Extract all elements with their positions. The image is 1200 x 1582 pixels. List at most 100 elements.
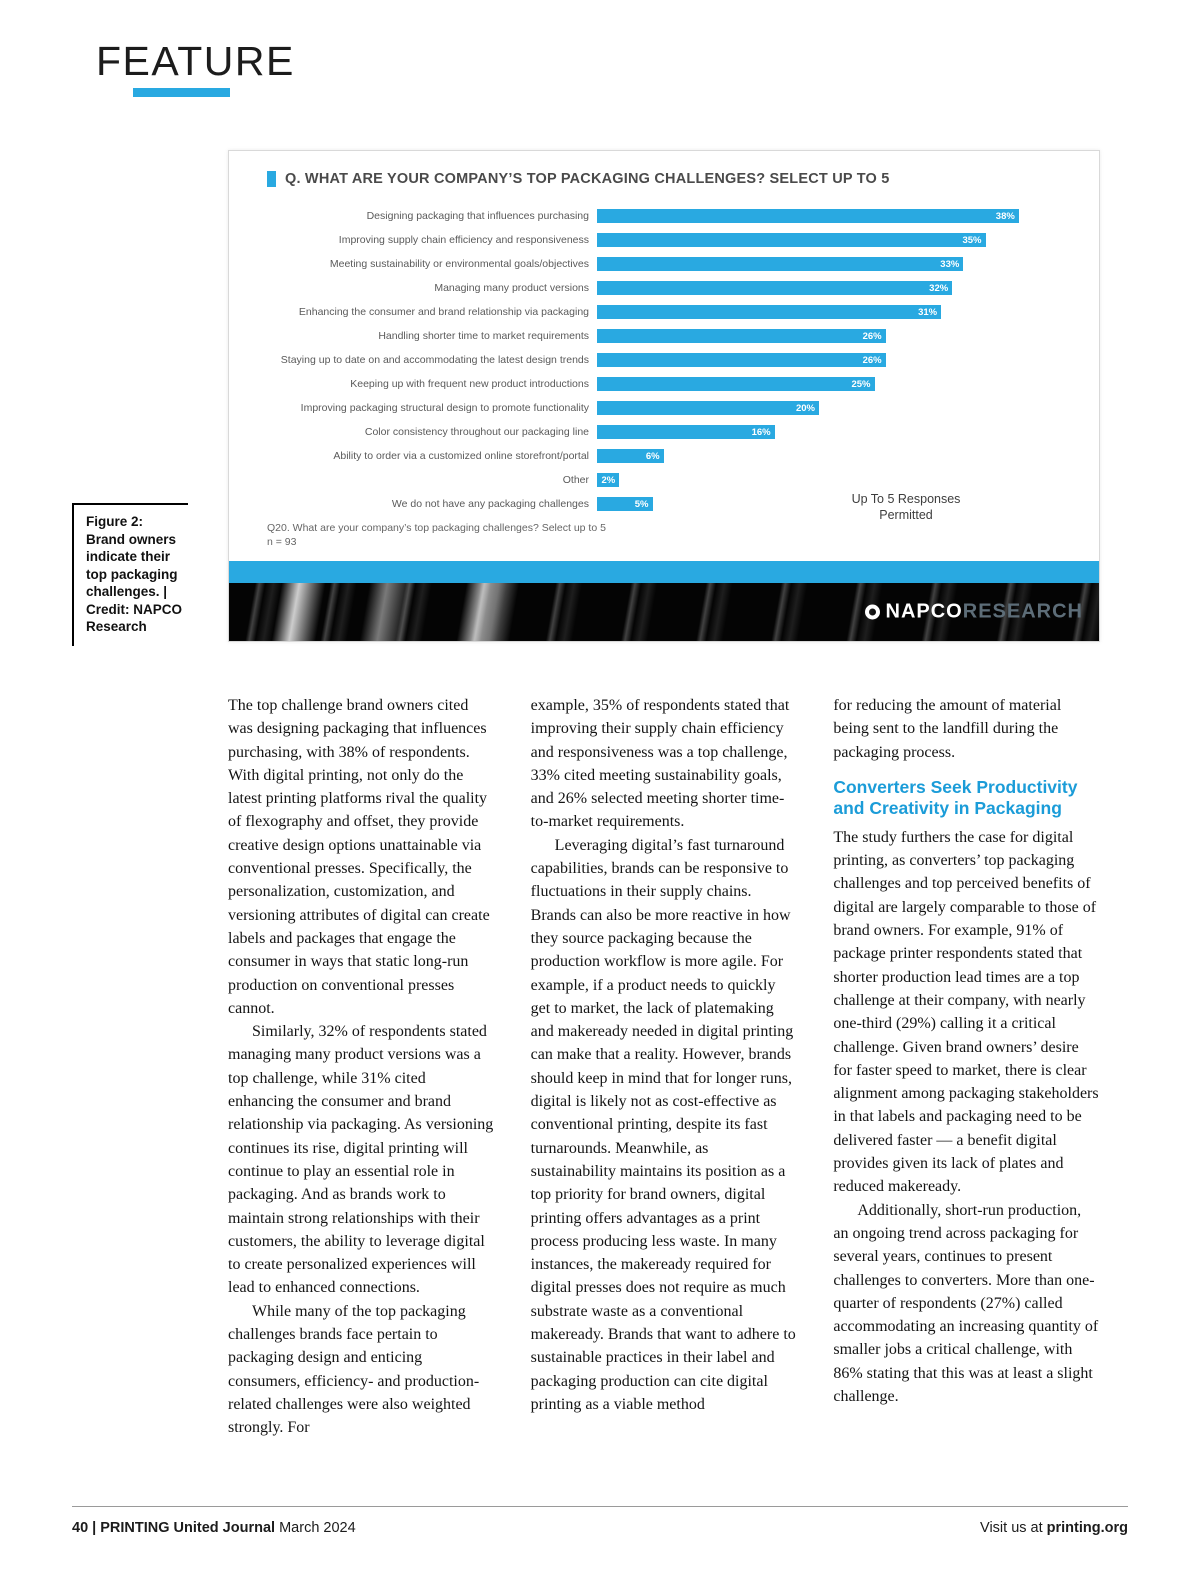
chart-category-label: Staying up to date on and accommodating … [280,354,589,366]
chart-row: Enhancing the consumer and brand relatio… [267,305,1041,319]
article-column-1: The top challenge brand owners cited was… [228,694,495,1440]
page-footer: 40 | PRINTING United Journal March 2024 … [72,1506,1128,1536]
paragraph: Leveraging digital’s fast turnaround cap… [530,836,796,1413]
chart-category-label: Managing many product versions [434,282,589,294]
chart-bar-track: 33% [597,257,1041,271]
chart-category-label: Color consistency throughout our packagi… [364,426,589,438]
chart-row: Staying up to date on and accommodating … [267,353,1041,367]
chart-note: Up To 5 Responses Permitted [851,492,961,522]
chart-bar-track: 31% [597,305,1041,319]
chart-value-label: 38% [995,210,1015,222]
chart-value-label: 20% [795,402,815,414]
article-column-2: example, 35% of respondents stated that … [531,694,798,1440]
chart-bar: 33% [597,257,964,271]
chart-category-label: We do not have any packaging challenges [391,498,589,510]
chart-rows: Designing packaging that influences purc… [267,209,1041,511]
chart-bar: 26% [597,329,886,343]
chart-category-label: Ability to order via a customized online… [333,450,589,462]
chart-bar-track: 26% [597,353,1041,367]
chart-bar: 32% [597,281,953,295]
chart-row: Improving packaging structural design to… [267,401,1041,415]
footer-right: Visit us at printing.org [980,1520,1128,1536]
chart-bar: 31% [597,305,942,319]
chart-row: Meeting sustainability or environmental … [267,257,1041,271]
chart-value-label: 31% [918,306,938,318]
chart-value-label: 16% [751,426,771,438]
chart-value-label: 26% [862,330,882,342]
chart-category-label: Enhancing the consumer and brand relatio… [298,306,589,318]
chart-value-label: 33% [940,258,960,270]
chart-value-label: 26% [862,354,882,366]
napco-research-logo: NAPCO RESEARCH [864,600,1083,624]
chart-bar-track: 2% [597,473,1041,487]
chart-bar: 6% [597,449,664,463]
chart-bar-track: 20% [597,401,1041,415]
chart-value-label: 5% [634,498,649,510]
chart-bar-track: 6% [597,449,1041,463]
chart-title: Q. WHAT ARE YOUR COMPANY’S TOP PACKAGING… [285,171,890,187]
chart-bar: 35% [597,233,986,247]
figure-caption: Figure 2: Brand owners indicate their to… [72,503,188,646]
feature-underline-bar [133,88,230,97]
chart-row: Other 2% [267,473,1041,487]
chart-row: Color consistency throughout our packagi… [267,425,1041,439]
feature-label: FEATURE [96,38,295,84]
chart-bar: 2% [597,473,620,487]
paragraph: Similarly, 32% of respondents stated man… [228,1023,494,1297]
chart-category-label: Keeping up with frequent new product int… [350,378,589,390]
chart-category-label: Improving packaging structural design to… [300,402,589,414]
chart-value-label: 35% [962,234,982,246]
chart-value-label: 2% [601,474,616,486]
blue-strip [229,561,1099,583]
visit-text: Visit us at [980,1520,1047,1536]
title-marker-icon [267,171,276,187]
chart-bar-track: 32% [597,281,1041,295]
paragraph: for reducing the amount of material bein… [833,697,1062,761]
bar-chart: Designing packaging that influences purc… [267,209,1041,522]
paragraph: The top challenge brand owners cited was… [228,697,490,1017]
chart-row: Designing packaging that influences purc… [267,209,1041,223]
research-wordmark: RESEARCH [962,600,1083,623]
chart-bar: 16% [597,425,775,439]
chart-row: Managing many product versions 32% [267,281,1041,295]
chart-category-label: Meeting sustainability or environmental … [329,258,589,270]
chart-category-label: Designing packaging that influences purc… [366,210,589,222]
chart-category-label: Handling shorter time to market requirem… [378,330,589,342]
chart-row: Keeping up with frequent new product int… [267,377,1041,391]
paragraph: The study furthers the case for digital … [833,828,1099,1196]
napco-logo-icon [864,604,880,620]
section-heading: Converters Seek Productivity and Creativ… [833,776,1078,819]
chart-category-label: Other [562,474,589,486]
chart-bar-track: 25% [597,377,1041,391]
chart-bar-track: 5% [597,497,1041,511]
printing-org-link[interactable]: printing.org [1046,1520,1128,1536]
chart-bar: 5% [597,497,653,511]
chart-title-row: Q. WHAT ARE YOUR COMPANY’S TOP PACKAGING… [267,171,1059,187]
chart-bar-track: 35% [597,233,1041,247]
chart-bar: 25% [597,377,875,391]
chart-row: Ability to order via a customized online… [267,449,1041,463]
article-body: The top challenge brand owners cited was… [228,694,1100,1440]
issue-date: March 2024 [275,1520,356,1536]
figure-2-chart: Q. WHAT ARE YOUR COMPANY’S TOP PACKAGING… [228,150,1100,642]
feature-header: FEATURE [96,38,295,97]
chart-bar: 38% [597,209,1019,223]
article-column-3: for reducing the amount of material bein… [833,694,1100,1440]
chart-value-label: 32% [929,282,949,294]
paragraph: example, 35% of respondents stated that … [530,697,790,831]
chart-value-label: 6% [645,450,660,462]
footer-left: 40 | PRINTING United Journal March 2024 [72,1520,356,1536]
chart-row: Improving supply chain efficiency and re… [267,233,1041,247]
journal-title: 40 | PRINTING United Journal [72,1520,276,1536]
chart-bar-track: 38% [597,209,1041,223]
chart-row: Handling shorter time to market requirem… [267,329,1041,343]
paragraph: While many of the top packaging challeng… [228,1302,480,1437]
chart-bar: 26% [597,353,886,367]
press-photo-strip: NAPCO RESEARCH [229,583,1099,641]
chart-footnote: Q20. What are your company’s top packagi… [267,522,606,548]
chart-row: We do not have any packaging challenges 5… [267,497,1041,511]
chart-bar: 20% [597,401,819,415]
paragraph: Additionally, short-run production, an o… [833,1201,1099,1406]
chart-category-label: Improving supply chain efficiency and re… [338,234,589,246]
